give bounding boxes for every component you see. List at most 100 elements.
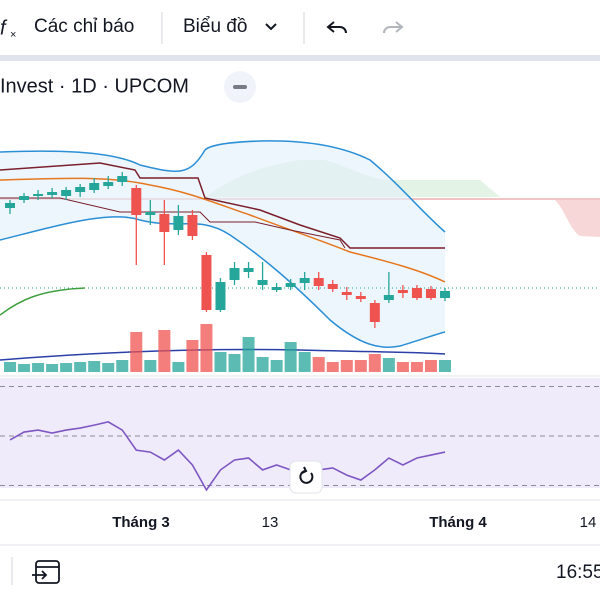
volume-bar: [130, 332, 143, 372]
volume-bar: [32, 363, 45, 372]
goto-date-button[interactable]: [32, 560, 60, 584]
redo-icon[interactable]: [383, 21, 404, 34]
candle-body: [47, 192, 58, 195]
candle-body: [285, 283, 296, 287]
bollinger-upper: [0, 140, 446, 233]
reset-button[interactable]: [289, 460, 323, 494]
volume-bar: [60, 363, 73, 372]
candle-body: [61, 190, 72, 196]
candle-body: [257, 280, 268, 285]
volume-bar: [439, 360, 451, 372]
fx-icon[interactable]: f: [0, 17, 8, 39]
volume-bar: [354, 360, 367, 372]
candle-layer: [5, 172, 450, 328]
volume-bar: [270, 360, 283, 372]
candle-body: [341, 292, 352, 295]
x-tick-label: 14: [580, 514, 597, 531]
toolbar: f × Các chỉ báo Biểu đồ: [0, 12, 404, 44]
rsi-line: [9, 421, 446, 492]
candle-body: [75, 187, 86, 192]
volume-bar: [326, 362, 339, 372]
volume-bar: [200, 324, 213, 372]
candle-body: [397, 290, 408, 293]
volume-bar: [144, 360, 157, 372]
candle-body: [271, 287, 282, 290]
fx-icon-x: ×: [10, 29, 16, 41]
volume-bar: [74, 362, 87, 372]
volume-bar: [4, 362, 16, 372]
volume-bar: [368, 354, 381, 372]
candle-body: [89, 183, 100, 190]
volume-bar: [312, 357, 325, 372]
bollinger-fill: [0, 140, 445, 348]
candle-body: [173, 216, 184, 230]
volume-bar: [158, 330, 171, 372]
candle-body: [425, 289, 436, 298]
volume-bar: [298, 352, 311, 372]
volume-bar: [228, 354, 241, 372]
volume-bar: [284, 342, 297, 372]
candle-body: [5, 203, 15, 208]
volume-bar: [242, 337, 255, 372]
calendar-icon: [35, 560, 60, 584]
candle-body: [145, 212, 156, 215]
candle-body: [159, 214, 170, 232]
candle-body: [411, 288, 422, 298]
clock: 16:55: [556, 562, 600, 583]
undo-icon[interactable]: [326, 21, 347, 34]
arrow-icon: [32, 570, 48, 580]
x-tick-label: 13: [262, 514, 279, 531]
candle-body: [313, 278, 324, 286]
candle-body: [33, 194, 44, 196]
volume-bar: [396, 362, 409, 372]
candle-body: [187, 215, 198, 236]
volume-bar: [214, 352, 227, 372]
candle-body: [19, 196, 30, 200]
volume-bar: [46, 364, 59, 372]
indicators: [0, 140, 600, 361]
volume-bar: [172, 362, 185, 372]
reset-button-bg[interactable]: [289, 460, 323, 494]
candle-body: [229, 268, 240, 280]
lagging-span: [0, 287, 86, 316]
volume-bar: [410, 362, 423, 372]
volume-bar: [424, 360, 437, 372]
candle-body: [201, 255, 212, 310]
volume-bar: [382, 358, 395, 372]
rsi-layer: [0, 386, 600, 492]
base-line: [0, 197, 346, 249]
candle-body: [383, 295, 394, 300]
chart-type-button[interactable]: Biểu đồ: [183, 16, 247, 37]
volume-layer: [4, 324, 451, 372]
candle-body: [117, 176, 128, 182]
symbol-title: Invest · 1D · UPCOM: [0, 75, 189, 97]
volume-bar: [102, 363, 115, 372]
volume-bar: [186, 340, 199, 372]
candle-body: [215, 282, 226, 310]
candle-body: [131, 188, 142, 215]
candle-body: [103, 182, 114, 186]
candle-body: [243, 268, 254, 272]
candle-body: [299, 278, 310, 283]
candle-body: [327, 284, 338, 289]
bollinger-lower: [0, 216, 446, 348]
volume-bar: [88, 361, 101, 372]
volume-ma: [0, 348, 446, 361]
divider: [0, 55, 600, 61]
candle-body: [440, 291, 450, 298]
reset-icon: [299, 466, 314, 484]
volume-bar: [116, 360, 129, 372]
collapse-icon: [233, 85, 247, 89]
volume-bar: [340, 360, 353, 372]
indicators-button[interactable]: Các chỉ báo: [34, 16, 134, 37]
chevron-icon[interactable]: [265, 23, 277, 31]
candle-body: [355, 296, 366, 299]
x-tick-label: Tháng 4: [429, 514, 487, 531]
candle-body: [369, 303, 380, 322]
volume-bar: [18, 364, 31, 372]
cloud-red: [555, 200, 600, 237]
volume-bar: [256, 357, 269, 372]
moving-average: [0, 177, 446, 283]
